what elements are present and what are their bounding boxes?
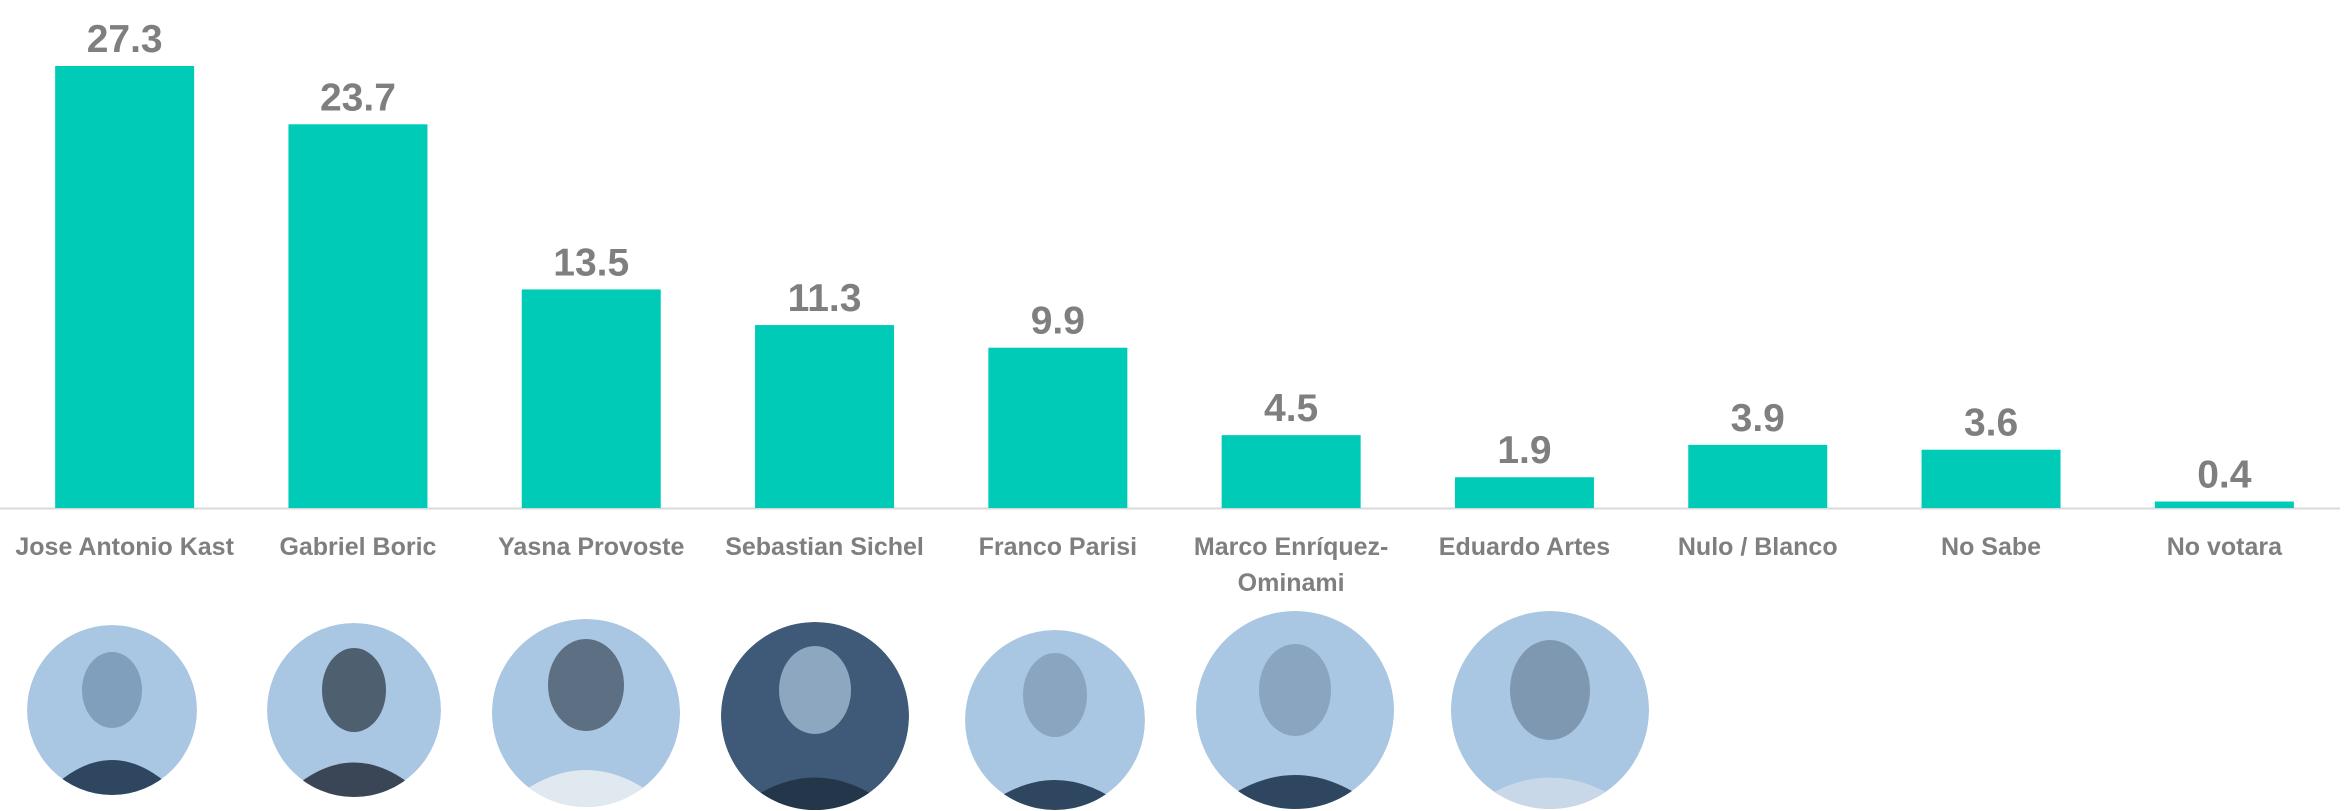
bar (55, 66, 195, 508)
bar (1454, 477, 1594, 508)
category-label: Yasna Provoste (498, 533, 685, 561)
value-label: 13.5 (553, 241, 629, 284)
bar (1221, 435, 1361, 508)
candidate-photo (27, 625, 197, 795)
candidate-photo (492, 619, 680, 807)
candidate-photo (267, 623, 441, 797)
value-label: 11.3 (788, 277, 862, 320)
category-label: Nulo / Blanco (1677, 533, 1838, 561)
value-label: 27.3 (87, 18, 163, 61)
bar (288, 124, 428, 509)
value-label: 9.9 (1031, 300, 1085, 343)
value-label: 3.6 (1964, 402, 2018, 445)
bar (988, 347, 1128, 508)
value-label: 0.4 (2197, 454, 2252, 497)
bar (521, 289, 661, 508)
value-label: 3.9 (1731, 397, 1785, 440)
value-label: 1.9 (1497, 429, 1551, 472)
candidate-photo (721, 622, 909, 810)
category-label: Jose Antonio Kast (15, 533, 234, 561)
category-label: No Sabe (1941, 533, 2042, 561)
candidate-photo (965, 630, 1145, 810)
category-label: Gabriel Boric (279, 533, 437, 561)
candidate-photos (27, 611, 1649, 810)
bar (1921, 449, 2061, 508)
value-label: 4.5 (1264, 387, 1318, 430)
category-label: Eduardo Artes (1438, 533, 1611, 561)
candidate-photo (1196, 611, 1394, 809)
category-label: Marco Enríquez-Ominami (1193, 533, 1389, 597)
bar (2154, 501, 2294, 508)
category-label: Franco Parisi (978, 533, 1138, 561)
category-label: No votara (2166, 533, 2282, 561)
category-label: Sebastian Sichel (725, 533, 924, 561)
bar (1688, 444, 1828, 508)
candidate-photo (1451, 611, 1649, 809)
bar (755, 325, 895, 508)
value-label: 23.7 (320, 76, 396, 119)
